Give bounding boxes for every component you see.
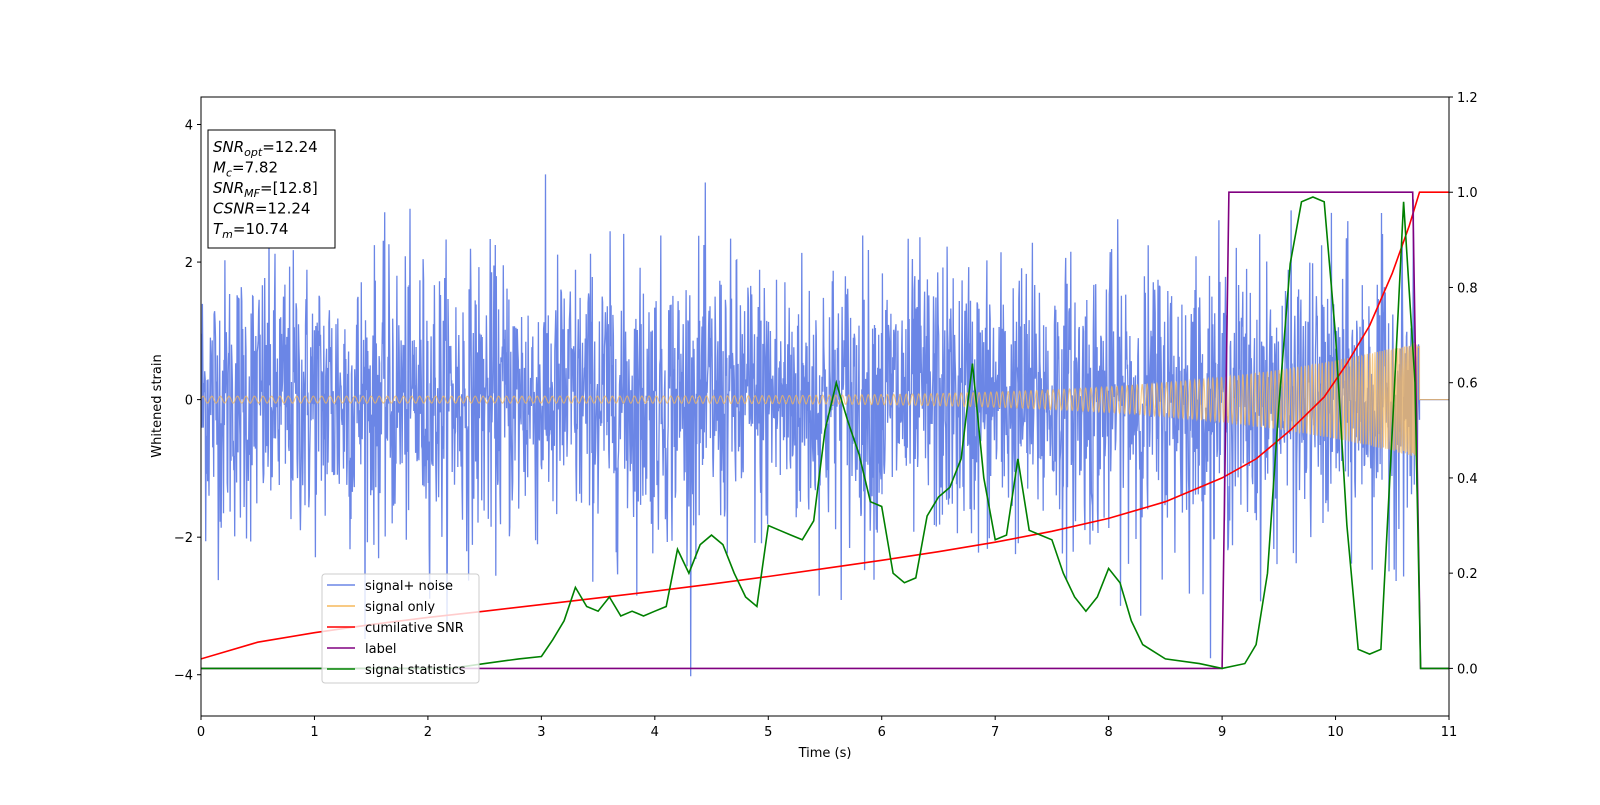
y-right-tick-label: 0.4 <box>1457 472 1478 487</box>
legend-label: signal only <box>365 600 435 615</box>
x-tick-label: 10 <box>1327 725 1344 740</box>
x-tick-label: 3 <box>537 725 545 740</box>
y-left-tick-label: 2 <box>185 256 193 271</box>
annotation-line: CSNR=12.24 <box>213 200 310 218</box>
y-axis-label: Whitened strain <box>150 354 165 457</box>
y-left-tick-label: 0 <box>185 394 193 409</box>
legend-label: signal statistics <box>365 663 466 678</box>
x-tick-label: 6 <box>878 725 886 740</box>
annotation-line: Mc=7.82 <box>213 159 278 180</box>
series-signal-noise-line <box>201 174 1449 677</box>
y-right-tick-label: 0.2 <box>1457 567 1478 582</box>
x-tick-label: 0 <box>197 725 205 740</box>
y-left-tick-label: −2 <box>174 531 193 546</box>
y-left-tick-label: 4 <box>185 119 193 134</box>
x-tick-label: 11 <box>1441 725 1458 740</box>
axes: 0 1 2 3 4 5 6 7 8 9 10 11 −4 −2 0 2 4 0.0 0.2 0.4 0.6 0.8 1.0 1… <box>174 91 1478 740</box>
x-tick-label: 8 <box>1104 725 1112 740</box>
y-right-tick-label: 1.0 <box>1457 186 1478 201</box>
y-left-tick-label: −4 <box>174 669 193 684</box>
y-right-tick-label: 1.2 <box>1457 91 1478 106</box>
legend-frame <box>321 573 480 684</box>
x-axis-label: Time (s) <box>798 746 852 761</box>
legend-label: signal+ noise <box>365 579 453 594</box>
x-tick-label: 5 <box>764 725 772 740</box>
y-right-tick-label: 0.6 <box>1457 377 1478 392</box>
annotation-line: Tm=10.74 <box>213 220 288 241</box>
legend-label: label <box>365 642 396 657</box>
x-tick-label: 1 <box>310 725 318 740</box>
x-tick-label: 7 <box>991 725 999 740</box>
x-tick-label: 2 <box>424 725 432 740</box>
y-right-tick-label: 0.8 <box>1457 281 1478 296</box>
y-right-tick-label: 0.0 <box>1457 662 1478 677</box>
annotation-line: SNRopt=12.24 <box>213 138 318 159</box>
legend: signal+ noise signal only cumilative SNR la… <box>321 573 480 684</box>
legend-label: cumilative SNR <box>365 621 464 636</box>
annotation-line: SNRMF=[12.8] <box>213 179 318 200</box>
series-signal-statistics-line <box>201 196 1449 670</box>
annotation-frame <box>207 129 336 249</box>
x-tick-label: 4 <box>651 725 659 740</box>
plot-frame <box>200 96 1450 717</box>
series-signal-only-line <box>201 342 1449 457</box>
annotation-box: SNRopt=12.24Mc=7.82SNRMF=[12.8]CSNR=12.2… <box>207 129 336 249</box>
x-tick-label: 9 <box>1218 725 1226 740</box>
